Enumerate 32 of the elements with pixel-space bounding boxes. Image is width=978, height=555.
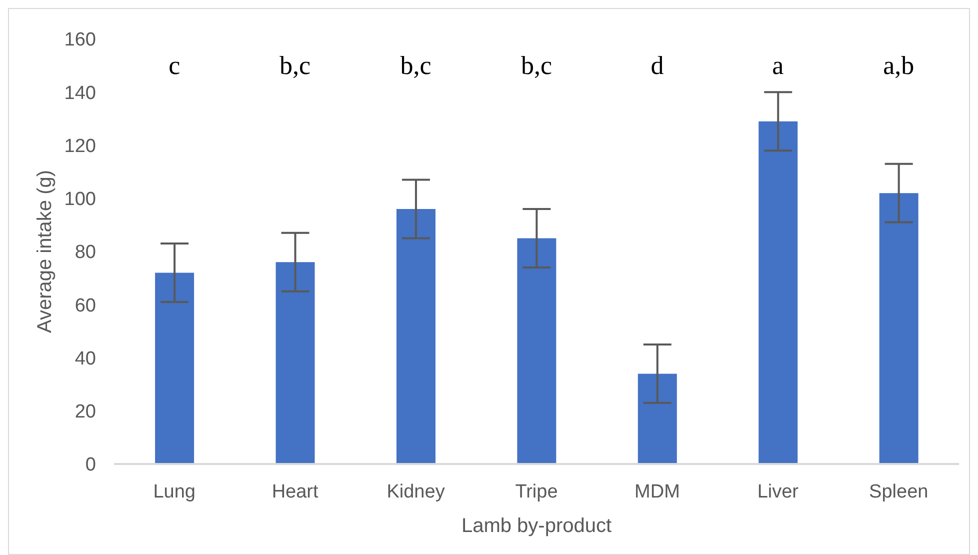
y-tick-label: 0	[85, 454, 96, 476]
annotation: b,c	[399, 51, 432, 81]
y-tick-label: 60	[74, 295, 96, 316]
x-tick-label: Tripe	[515, 481, 558, 502]
x-tick-label: Heart	[272, 481, 320, 502]
bar	[638, 374, 677, 464]
x-tick-label: Spleen	[869, 481, 928, 502]
bar	[276, 262, 315, 464]
annotation: d	[650, 51, 665, 81]
bar	[396, 209, 436, 464]
y-tick-label: 20	[74, 402, 96, 423]
bar	[155, 272, 194, 464]
y-axis-title: Average intake (g)	[34, 170, 56, 334]
x-axis-title: Lamb by-product	[461, 515, 612, 537]
y-tick-label: 120	[64, 136, 96, 157]
y-tick-label: 100	[64, 189, 96, 210]
annotation: a,b	[882, 51, 916, 81]
x-tick-label: Kidney	[386, 481, 446, 502]
y-tick-label: 160	[64, 30, 96, 51]
bar	[758, 121, 798, 464]
y-tick-label: 140	[64, 82, 96, 104]
x-tick-label: Lung	[153, 481, 196, 502]
bar	[879, 193, 918, 464]
annotation: a	[771, 51, 785, 81]
annotation: b,c	[278, 51, 312, 81]
x-tick-label: MDM	[634, 481, 680, 502]
bar	[517, 238, 556, 464]
annotation: c	[168, 51, 182, 81]
y-tick-label: 80	[74, 242, 96, 264]
x-tick-label: Liver	[757, 481, 800, 502]
y-tick-label: 40	[74, 348, 96, 370]
annotation: b,c	[520, 51, 554, 81]
